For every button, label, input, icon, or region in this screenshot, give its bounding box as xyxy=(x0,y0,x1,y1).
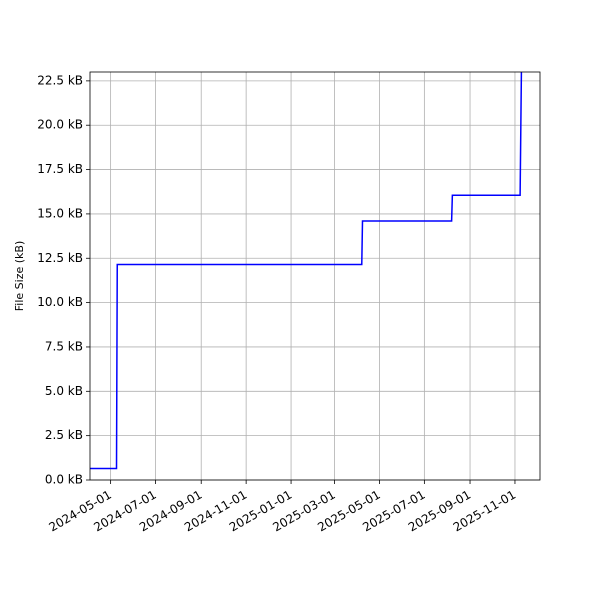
y-tick-label: 12.5 kB xyxy=(37,251,83,265)
y-tick-label: 7.5 kB xyxy=(45,339,83,353)
plot-area xyxy=(90,72,523,470)
axes-frame xyxy=(89,71,541,481)
grid xyxy=(90,72,540,481)
ticks: 0.0 kB 2.5 kB 5.0 kB 7.5 kB 10.0 kB 12.5 kB 15… xyxy=(37,73,518,534)
y-tick-label: 20.0 kB xyxy=(37,118,83,132)
y-tick-label: 17.5 kB xyxy=(37,162,83,176)
y-axis-label: File Size (kB) xyxy=(13,241,26,311)
y-tick-label: 5.0 kB xyxy=(45,384,83,398)
y-tick-label: 2.5 kB xyxy=(45,428,83,442)
y-tick-label: 15.0 kB xyxy=(37,206,83,220)
data-line xyxy=(90,72,523,470)
y-tick-label: 10.0 kB xyxy=(37,295,83,309)
y-tick-label: 0.0 kB xyxy=(45,473,83,487)
y-tick-label: 22.5 kB xyxy=(37,73,83,87)
